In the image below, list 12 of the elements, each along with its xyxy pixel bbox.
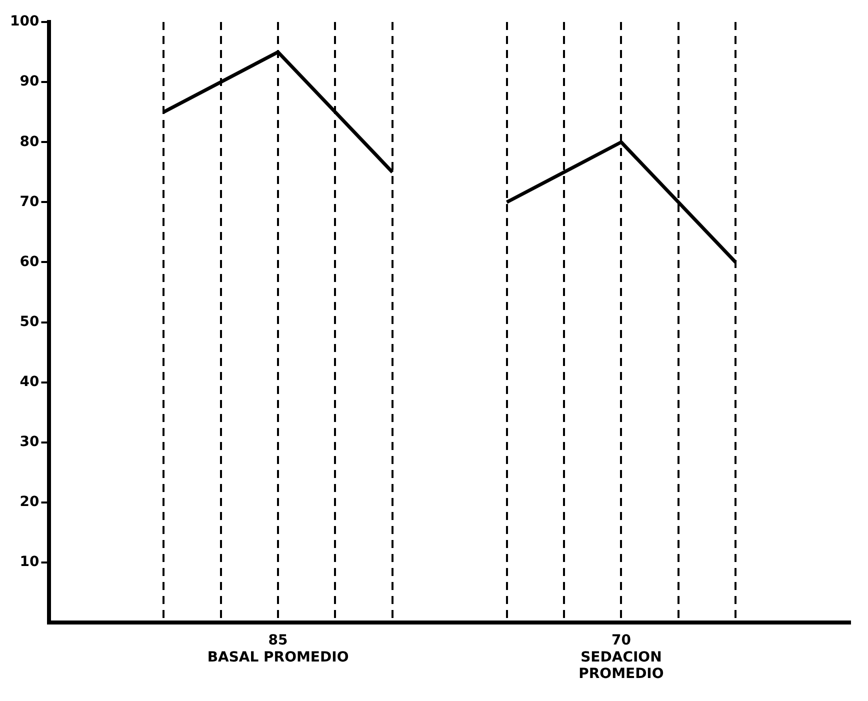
x-tick-label: 70 SEDACION PROMEDIO — [578, 632, 664, 682]
y-tick-label: 80 — [20, 134, 40, 150]
y-tick-label: 40 — [20, 374, 40, 390]
y-tick-label: 70 — [20, 194, 40, 210]
y-tick-label: 50 — [20, 314, 40, 330]
y-tick-label: 90 — [20, 74, 40, 90]
y-tick-label: 60 — [20, 254, 40, 270]
y-tick-label: 30 — [20, 434, 40, 450]
x-tick-label: 85 BASAL PROMEDIO — [207, 632, 349, 666]
y-tick-label: 100 — [10, 14, 40, 30]
y-tick-label: 10 — [20, 554, 40, 570]
y-tick-label: 20 — [20, 494, 40, 510]
